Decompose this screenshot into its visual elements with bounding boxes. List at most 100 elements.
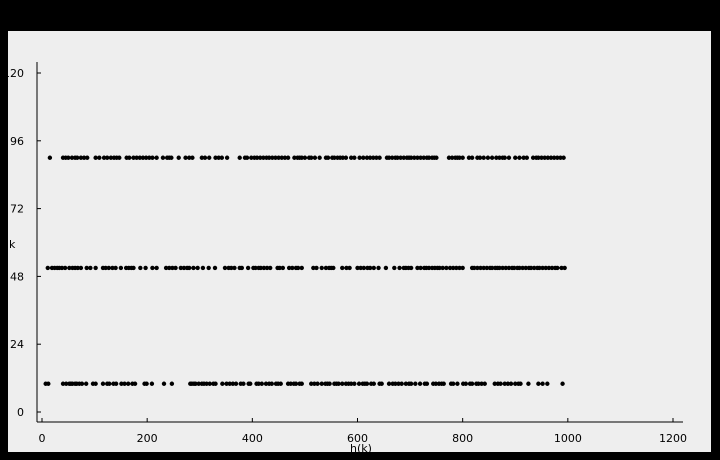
x-axis: 0 200 400 600 800 1000 1200 — [37, 418, 687, 445]
data-point — [536, 155, 541, 160]
data-point — [154, 155, 159, 160]
data-point — [81, 155, 87, 160]
data-point — [309, 381, 314, 386]
data-point — [455, 381, 460, 386]
data-point — [309, 155, 314, 160]
data-point — [396, 381, 401, 386]
data-point — [46, 381, 51, 386]
data-point — [537, 265, 542, 271]
data-point — [232, 265, 237, 271]
data-point — [562, 265, 567, 271]
data-point — [273, 155, 278, 160]
data-point — [105, 155, 110, 160]
data-point — [386, 381, 392, 386]
data-point — [415, 155, 420, 160]
data-point — [413, 381, 418, 386]
data-point — [302, 155, 308, 160]
data-point — [521, 155, 526, 160]
data-point — [336, 381, 341, 386]
data-point — [325, 155, 331, 160]
data-point — [202, 155, 208, 160]
data-point — [340, 265, 345, 271]
data-point — [276, 155, 281, 160]
data-point — [150, 265, 155, 271]
data-point — [154, 265, 159, 271]
data-point — [161, 381, 167, 386]
data-point — [466, 155, 472, 160]
data-point — [479, 381, 484, 386]
data-point — [107, 381, 112, 386]
data-point — [59, 265, 65, 271]
data-point — [457, 265, 462, 271]
data-point — [84, 265, 89, 271]
data-point — [457, 155, 462, 160]
data-point — [176, 155, 181, 160]
data-point — [371, 265, 377, 271]
data-point — [196, 381, 201, 386]
data-point — [150, 155, 155, 160]
data-point — [403, 381, 409, 386]
data-point — [426, 155, 432, 160]
data-point — [63, 381, 69, 386]
data-point — [119, 381, 124, 386]
data-point — [523, 265, 528, 271]
data-point — [286, 265, 292, 271]
data-point — [170, 265, 175, 271]
data-point — [78, 265, 84, 271]
data-point — [357, 155, 362, 160]
data-point — [93, 155, 98, 160]
data-point — [508, 381, 514, 386]
data-point — [531, 265, 537, 271]
data-point — [444, 265, 449, 271]
data-point — [415, 265, 420, 271]
data-point — [497, 265, 502, 271]
data-point — [261, 265, 267, 271]
data-point — [437, 265, 442, 271]
data-point — [447, 265, 453, 271]
y-tick-label: 24 — [10, 338, 24, 351]
data-point — [88, 265, 93, 271]
data-point — [279, 155, 284, 160]
data-point — [408, 265, 414, 271]
data-point — [332, 155, 337, 160]
data-point — [524, 155, 530, 160]
data-point — [147, 155, 152, 160]
y-tick-label: 120 — [3, 67, 24, 80]
data-point — [506, 155, 512, 160]
data-point — [489, 265, 495, 271]
data-point — [261, 155, 266, 160]
data-point — [249, 155, 254, 160]
data-point — [475, 265, 480, 271]
data-point — [268, 265, 273, 271]
data-point — [288, 381, 293, 386]
data-point — [299, 155, 304, 160]
data-point — [311, 265, 316, 271]
data-point — [200, 265, 206, 271]
data-point — [108, 155, 114, 160]
data-point — [555, 265, 560, 271]
data-point — [323, 265, 329, 271]
data-point — [207, 381, 212, 386]
data-point — [536, 381, 541, 386]
data-point — [75, 155, 80, 160]
data-point — [191, 265, 196, 271]
data-point — [401, 155, 406, 160]
data-point — [460, 265, 465, 271]
data-point — [492, 381, 497, 386]
data-point — [117, 155, 122, 160]
data-point — [434, 155, 439, 160]
data-point — [106, 265, 111, 271]
data-point — [340, 381, 345, 386]
data-point — [60, 381, 66, 386]
data-point — [352, 155, 357, 160]
data-point — [481, 155, 486, 160]
data-point — [213, 381, 218, 386]
data-point — [237, 155, 242, 160]
data-point — [558, 155, 563, 160]
data-point — [113, 265, 118, 271]
data-point — [383, 265, 389, 271]
y-tick-label: 72 — [10, 203, 24, 216]
data-point — [134, 155, 139, 160]
data-point — [347, 265, 352, 271]
data-point — [502, 155, 507, 160]
